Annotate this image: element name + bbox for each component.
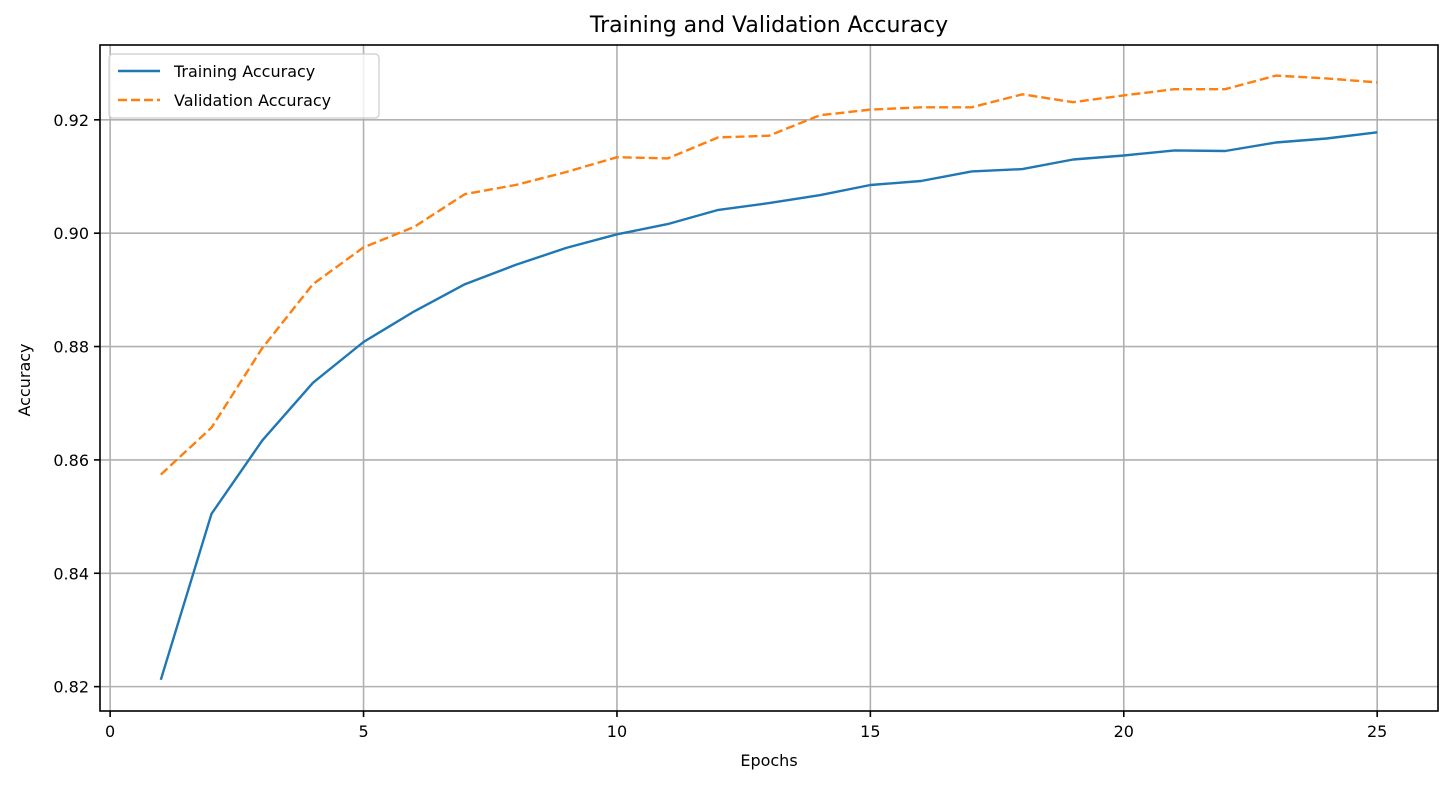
- x-axis-label: Epochs: [740, 751, 797, 770]
- x-tick-label: 25: [1367, 722, 1387, 741]
- y-tick-label: 0.84: [53, 564, 89, 583]
- legend-box: [108, 53, 380, 119]
- validation-accuracy-line: [159, 74, 1378, 476]
- x-tick-label: 5: [358, 722, 368, 741]
- y-tick-label: 0.82: [53, 678, 89, 697]
- chart-title: Training and Validation Accuracy: [589, 13, 948, 38]
- training-accuracy-line: [159, 131, 1378, 681]
- x-tick-label: 15: [860, 722, 880, 741]
- axes-frame: [99, 44, 1439, 712]
- legend-label-training: Training Accuracy: [173, 62, 315, 81]
- y-tick-label: 0.90: [53, 224, 89, 243]
- plot-series: [159, 74, 1378, 681]
- legend: Training Accuracy Validation Accuracy: [108, 53, 380, 119]
- y-tick-label: 0.92: [53, 111, 89, 130]
- legend-label-validation: Validation Accuracy: [174, 91, 331, 110]
- x-tick-label: 20: [1114, 722, 1134, 741]
- y-axis-label: Accuracy: [15, 343, 34, 416]
- x-tick-label: 10: [607, 722, 627, 741]
- grid-lines: [100, 45, 1438, 711]
- x-tick-label: 0: [105, 722, 115, 741]
- y-tick-label: 0.88: [53, 338, 89, 357]
- y-tick-label: 0.86: [53, 451, 89, 470]
- axis-ticks: 0 5 10 15 20 25 0.82 0.84 0.86 0.88 0.90 0.92: [53, 111, 1387, 741]
